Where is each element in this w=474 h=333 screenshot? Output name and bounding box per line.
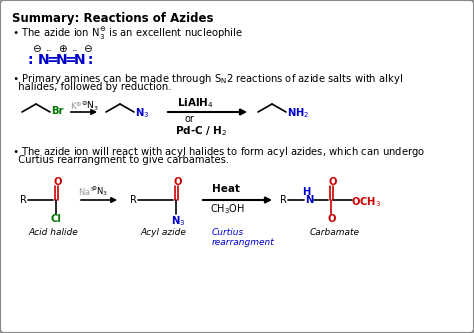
Text: ..: .. — [46, 43, 53, 53]
Text: R: R — [130, 195, 137, 205]
Text: Curtius rearrangment to give carbamates.: Curtius rearrangment to give carbamates. — [12, 155, 229, 165]
Text: O: O — [328, 214, 337, 224]
Text: H: H — [302, 187, 310, 197]
Text: $^{\ominus}$N$_3$: $^{\ominus}$N$_3$ — [81, 100, 99, 113]
Text: ..: .. — [72, 43, 79, 53]
Text: or: or — [185, 114, 195, 124]
Text: :: : — [28, 53, 38, 67]
Text: $\bullet$ Primary amines can be made through S$_{\rm N}$2 reactions of azide sal: $\bullet$ Primary amines can be made thr… — [12, 72, 403, 86]
Text: N: N — [56, 53, 68, 67]
Text: N$_3$: N$_3$ — [135, 106, 149, 120]
Text: Pd-C / H$_2$: Pd-C / H$_2$ — [175, 124, 228, 138]
Text: $\bullet$ The azide ion will react with acyl halides to form acyl azides, which : $\bullet$ The azide ion will react with … — [12, 145, 425, 159]
Text: Acyl azide: Acyl azide — [140, 228, 186, 237]
Text: O: O — [174, 177, 182, 187]
Text: N$_3$: N$_3$ — [171, 214, 185, 228]
Text: K$^{\oplus}$: K$^{\oplus}$ — [70, 100, 83, 112]
Text: =: = — [65, 53, 77, 67]
Text: Carbamate: Carbamate — [310, 228, 360, 237]
Text: Na$^{\oplus}$: Na$^{\oplus}$ — [78, 186, 96, 198]
Text: Summary: Reactions of Azides: Summary: Reactions of Azides — [12, 12, 213, 25]
Text: R: R — [280, 195, 287, 205]
Text: R: R — [20, 195, 27, 205]
Text: $\ominus$: $\ominus$ — [32, 43, 42, 54]
Text: OCH$_3$: OCH$_3$ — [351, 195, 381, 209]
Text: rearrangment: rearrangment — [212, 238, 275, 247]
Text: Curtius: Curtius — [212, 228, 244, 237]
Text: Heat: Heat — [212, 184, 240, 194]
Text: NH$_2$: NH$_2$ — [287, 106, 309, 120]
Text: N: N — [74, 53, 86, 67]
Text: O: O — [329, 177, 337, 187]
Text: :: : — [83, 53, 93, 67]
Text: halides, followed by reduction.: halides, followed by reduction. — [12, 82, 172, 92]
Text: Br: Br — [51, 106, 64, 116]
Text: CH$_3$OH: CH$_3$OH — [210, 202, 245, 216]
Text: =: = — [47, 53, 59, 67]
Text: N: N — [305, 195, 313, 205]
Text: Cl: Cl — [51, 214, 62, 224]
Text: LiAlH$_4$: LiAlH$_4$ — [177, 96, 214, 110]
Text: $\ominus$: $\ominus$ — [83, 43, 93, 54]
Text: Acid halide: Acid halide — [28, 228, 78, 237]
Text: N: N — [38, 53, 50, 67]
Text: $^{\ominus}$N$_3$: $^{\ominus}$N$_3$ — [91, 186, 108, 199]
Text: O: O — [54, 177, 63, 187]
Text: $\oplus$: $\oplus$ — [58, 43, 68, 54]
Text: $\bullet$ The azide ion N$_3^{\ominus}$ is an excellent nucleophile: $\bullet$ The azide ion N$_3^{\ominus}$ … — [12, 26, 243, 42]
